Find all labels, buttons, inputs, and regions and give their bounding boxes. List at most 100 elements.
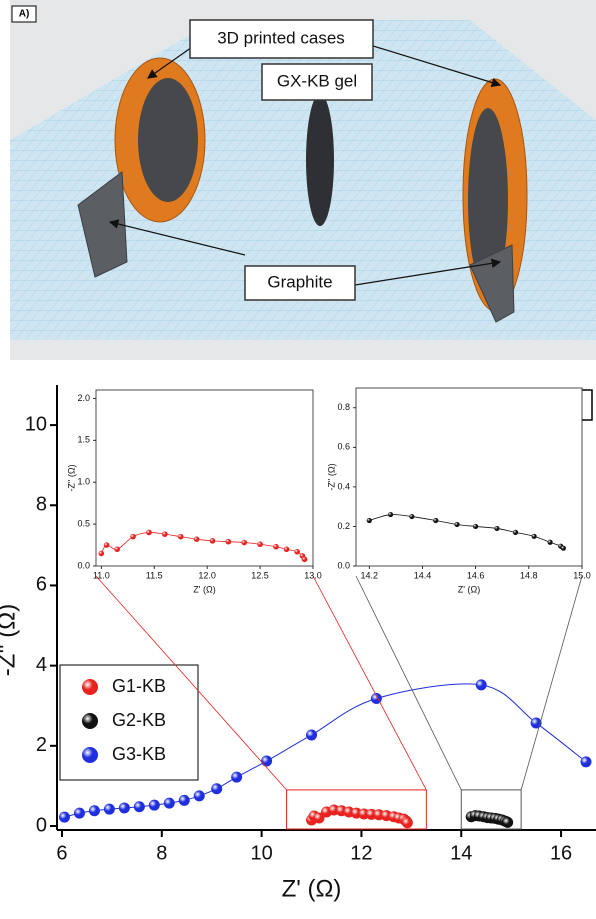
callout-box [189,19,374,59]
x-tick-label: 12 [350,842,372,864]
data-point [177,533,184,540]
zoom-box [460,789,522,830]
data-point [294,548,300,555]
data-point [580,756,592,768]
data-point [454,521,460,528]
data-point [475,679,487,691]
data-point [494,525,500,532]
gel-disc [306,94,334,226]
data-point [130,533,136,540]
data-point [118,802,130,814]
data-point [225,538,232,545]
case-left-inner [138,78,198,202]
data-point [88,805,100,817]
x-tick-label: 16 [550,842,572,864]
zoom-connector [355,575,462,791]
graphite-left [77,171,128,278]
callout-text: 3D printed cases [217,28,345,47]
y-tick-label: 0.5 [77,518,90,528]
case-right-inner [468,108,508,292]
data-point [313,812,325,824]
zoom-box [286,789,427,830]
data-point [502,816,514,828]
legend-marker [82,679,98,695]
arrow [108,219,246,256]
graphite-right [469,244,515,323]
y-tick-label: 0.0 [337,560,350,570]
legend-label: G1-KB [112,676,166,696]
x-tick-label: 10 [250,842,272,864]
legend-marker [82,713,98,729]
data-point [387,511,394,518]
data-point [257,541,263,548]
zoom-connector [95,575,287,791]
x-tick-label: 12.0 [198,570,216,580]
y-tick-label: 10 [25,413,47,435]
legend-marker [82,747,98,763]
data-point [98,550,105,557]
y-tick-label: 0.2 [337,521,350,531]
data-point [211,783,223,795]
panel-a: A) 3D printed cases GX-KB gel Graphite [10,0,596,360]
x-tick-label: 15.0 [573,570,591,580]
callout-box [244,265,356,301]
y-tick-label: 0 [36,814,47,836]
data-point [73,807,85,819]
data-point [146,529,152,536]
data-point [178,794,190,806]
data-point [530,717,542,729]
data-point [273,543,279,550]
x-tick-label: 11.5 [146,570,163,580]
y-tick-label: 8 [36,494,47,516]
arrow [354,258,502,286]
data-point [301,556,308,563]
arrow [369,44,502,88]
y-tick-label: 0.6 [337,442,350,452]
arrow [147,44,196,79]
x-axis-label: Z' (Ω) [193,584,215,594]
data-point [241,539,247,546]
panel-label-box [11,5,37,23]
data-point [473,523,479,530]
data-point [409,513,415,520]
x-tick-label: 12.5 [251,570,269,580]
x-tick-label: 14.4 [414,570,432,580]
zoom-connector [312,575,427,791]
data-point [163,797,175,809]
x-tick-label: 13.0 [304,570,322,580]
callout-text: Graphite [267,272,332,291]
legend-label: G2-KB [112,710,166,730]
data-point [103,803,115,815]
y-tick-label: 0.0 [77,560,90,570]
x-tick-label: 6 [56,842,67,864]
data-point [103,542,110,548]
data-point [560,545,566,551]
y-tick-label: 6 [36,574,47,596]
y-tick-label: 4 [36,654,47,676]
data-point [58,811,70,823]
data-point [512,529,519,535]
y-tick-label: 1.5 [77,435,90,445]
x-tick-label: 14 [450,842,472,864]
y-tick-label: 2.0 [77,393,90,403]
data-point [366,517,372,524]
x-tick-label: 11.0 [93,570,110,580]
legend-label: G3-KB [112,744,166,764]
data-point [209,538,216,544]
data-point [547,539,553,545]
x-tick-label: 14.8 [520,570,538,580]
y-axis-label: -Z'' (Ω) [0,604,20,676]
y-tick-label: 0.4 [337,481,350,491]
x-tick-label: 14.6 [467,570,485,580]
data-point [261,755,273,767]
x-axis-label: Z' (Ω) [282,875,342,902]
chart: 14.2 14.4 14.6 14.8 15.0 0.0 0.2 0.4 0.6 0.8 Z' (Ω… [326,387,591,594]
y-tick-label: 1.0 [77,477,90,487]
data-point [193,790,205,802]
data-point [531,533,537,539]
x-axis-label: Z' (Ω) [458,584,480,594]
callout-box [261,63,373,101]
data-point [162,531,168,537]
